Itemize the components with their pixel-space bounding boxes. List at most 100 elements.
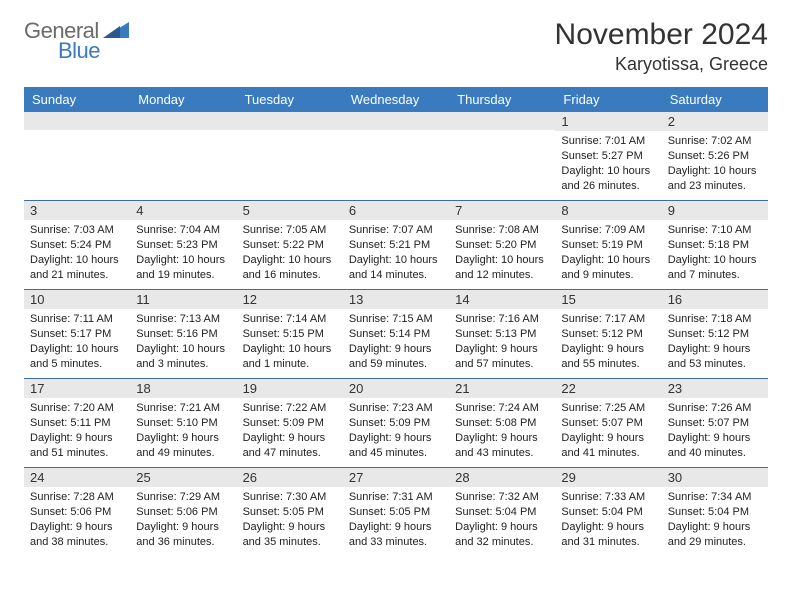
day-sunrise: Sunrise: 7:33 AM xyxy=(561,490,655,505)
day-header: Saturday xyxy=(662,87,768,112)
day-d1: Daylight: 9 hours xyxy=(561,431,655,446)
day-cell: 3Sunrise: 7:03 AMSunset: 5:24 PMDaylight… xyxy=(24,201,130,289)
calendar-grid: SundayMondayTuesdayWednesdayThursdayFrid… xyxy=(24,87,768,556)
day-sunset: Sunset: 5:06 PM xyxy=(30,505,124,520)
page-header: General Blue November 2024 Karyotissa, G… xyxy=(24,18,768,75)
week-row: 17Sunrise: 7:20 AMSunset: 5:11 PMDayligh… xyxy=(24,379,768,468)
day-d2: and 1 minute. xyxy=(243,357,337,372)
day-d2: and 26 minutes. xyxy=(561,179,655,194)
day-sunset: Sunset: 5:06 PM xyxy=(136,505,230,520)
day-cell: 1Sunrise: 7:01 AMSunset: 5:27 PMDaylight… xyxy=(555,112,661,200)
day-d2: and 29 minutes. xyxy=(668,535,762,550)
day-d2: and 55 minutes. xyxy=(561,357,655,372)
day-sunrise: Sunrise: 7:23 AM xyxy=(349,401,443,416)
day-sunrise: Sunrise: 7:25 AM xyxy=(561,401,655,416)
day-cell: 18Sunrise: 7:21 AMSunset: 5:10 PMDayligh… xyxy=(130,379,236,467)
day-d2: and 33 minutes. xyxy=(349,535,443,550)
day-cell: 15Sunrise: 7:17 AMSunset: 5:12 PMDayligh… xyxy=(555,290,661,378)
day-sunset: Sunset: 5:12 PM xyxy=(668,327,762,342)
day-d2: and 23 minutes. xyxy=(668,179,762,194)
day-sunset: Sunset: 5:19 PM xyxy=(561,238,655,253)
day-cell: 23Sunrise: 7:26 AMSunset: 5:07 PMDayligh… xyxy=(662,379,768,467)
day-number: 25 xyxy=(130,468,236,487)
title-block: November 2024 Karyotissa, Greece xyxy=(555,18,768,75)
day-sunset: Sunset: 5:07 PM xyxy=(668,416,762,431)
day-d1: Daylight: 9 hours xyxy=(561,520,655,535)
day-cell: 14Sunrise: 7:16 AMSunset: 5:13 PMDayligh… xyxy=(449,290,555,378)
empty-cell xyxy=(130,112,236,200)
day-d1: Daylight: 9 hours xyxy=(349,520,443,535)
day-number: 2 xyxy=(662,112,768,131)
day-cell: 28Sunrise: 7:32 AMSunset: 5:04 PMDayligh… xyxy=(449,468,555,556)
day-sunset: Sunset: 5:26 PM xyxy=(668,149,762,164)
day-d1: Daylight: 10 hours xyxy=(455,253,549,268)
week-row: 24Sunrise: 7:28 AMSunset: 5:06 PMDayligh… xyxy=(24,468,768,556)
day-sunrise: Sunrise: 7:05 AM xyxy=(243,223,337,238)
day-d1: Daylight: 10 hours xyxy=(349,253,443,268)
day-number: 30 xyxy=(662,468,768,487)
day-number: 20 xyxy=(343,379,449,398)
day-number: 14 xyxy=(449,290,555,309)
day-d1: Daylight: 9 hours xyxy=(136,520,230,535)
day-sunset: Sunset: 5:08 PM xyxy=(455,416,549,431)
day-header: Monday xyxy=(130,87,236,112)
day-header: Tuesday xyxy=(237,87,343,112)
day-cell: 4Sunrise: 7:04 AMSunset: 5:23 PMDaylight… xyxy=(130,201,236,289)
day-sunrise: Sunrise: 7:16 AM xyxy=(455,312,549,327)
day-sunset: Sunset: 5:15 PM xyxy=(243,327,337,342)
day-sunrise: Sunrise: 7:24 AM xyxy=(455,401,549,416)
day-cell: 19Sunrise: 7:22 AMSunset: 5:09 PMDayligh… xyxy=(237,379,343,467)
day-sunrise: Sunrise: 7:34 AM xyxy=(668,490,762,505)
day-cell: 29Sunrise: 7:33 AMSunset: 5:04 PMDayligh… xyxy=(555,468,661,556)
day-d2: and 47 minutes. xyxy=(243,446,337,461)
logo: General Blue xyxy=(24,18,129,64)
day-d1: Daylight: 10 hours xyxy=(668,253,762,268)
day-cell: 27Sunrise: 7:31 AMSunset: 5:05 PMDayligh… xyxy=(343,468,449,556)
day-sunset: Sunset: 5:17 PM xyxy=(30,327,124,342)
day-sunrise: Sunrise: 7:14 AM xyxy=(243,312,337,327)
day-number: 5 xyxy=(237,201,343,220)
day-d2: and 5 minutes. xyxy=(30,357,124,372)
day-sunset: Sunset: 5:04 PM xyxy=(561,505,655,520)
day-cell: 24Sunrise: 7:28 AMSunset: 5:06 PMDayligh… xyxy=(24,468,130,556)
day-d1: Daylight: 9 hours xyxy=(349,431,443,446)
day-number: 7 xyxy=(449,201,555,220)
day-cell: 30Sunrise: 7:34 AMSunset: 5:04 PMDayligh… xyxy=(662,468,768,556)
empty-day-number xyxy=(449,112,555,130)
day-d2: and 35 minutes. xyxy=(243,535,337,550)
day-sunset: Sunset: 5:21 PM xyxy=(349,238,443,253)
day-cell: 20 Sunrise: 7:23 AMSunset: 5:09 PMDayligh… xyxy=(343,379,449,467)
day-number: 10 xyxy=(24,290,130,309)
day-cell: 25Sunrise: 7:29 AMSunset: 5:06 PMDayligh… xyxy=(130,468,236,556)
week-row: 3Sunrise: 7:03 AMSunset: 5:24 PMDaylight… xyxy=(24,201,768,290)
day-d2: and 7 minutes. xyxy=(668,268,762,283)
day-sunset: Sunset: 5:09 PM xyxy=(349,416,443,431)
day-d1: Daylight: 10 hours xyxy=(30,342,124,357)
day-d1: Daylight: 9 hours xyxy=(561,342,655,357)
day-sunset: Sunset: 5:24 PM xyxy=(30,238,124,253)
day-number: 19 xyxy=(237,379,343,398)
day-d2: and 36 minutes. xyxy=(136,535,230,550)
day-cell: 8Sunrise: 7:09 AMSunset: 5:19 PMDaylight… xyxy=(555,201,661,289)
day-d2: and 53 minutes. xyxy=(668,357,762,372)
day-d2: and 45 minutes. xyxy=(349,446,443,461)
day-sunset: Sunset: 5:18 PM xyxy=(668,238,762,253)
day-sunset: Sunset: 5:10 PM xyxy=(136,416,230,431)
empty-cell xyxy=(24,112,130,200)
page-title: November 2024 xyxy=(555,18,768,52)
day-cell: 13Sunrise: 7:15 AMSunset: 5:14 PMDayligh… xyxy=(343,290,449,378)
day-sunrise: Sunrise: 7:02 AM xyxy=(668,134,762,149)
calendar-page: General Blue November 2024 Karyotissa, G… xyxy=(0,0,792,574)
day-sunrise: Sunrise: 7:10 AM xyxy=(668,223,762,238)
day-d2: and 14 minutes. xyxy=(349,268,443,283)
day-cell: 11Sunrise: 7:13 AMSunset: 5:16 PMDayligh… xyxy=(130,290,236,378)
day-d1: Daylight: 9 hours xyxy=(668,431,762,446)
day-sunrise: Sunrise: 7:32 AM xyxy=(455,490,549,505)
day-number: 17 xyxy=(24,379,130,398)
day-cell: 6Sunrise: 7:07 AMSunset: 5:21 PMDaylight… xyxy=(343,201,449,289)
day-number: 28 xyxy=(449,468,555,487)
day-cell: 12Sunrise: 7:14 AMSunset: 5:15 PMDayligh… xyxy=(237,290,343,378)
day-header: Thursday xyxy=(449,87,555,112)
day-d1: Daylight: 9 hours xyxy=(455,520,549,535)
day-number: 16 xyxy=(662,290,768,309)
